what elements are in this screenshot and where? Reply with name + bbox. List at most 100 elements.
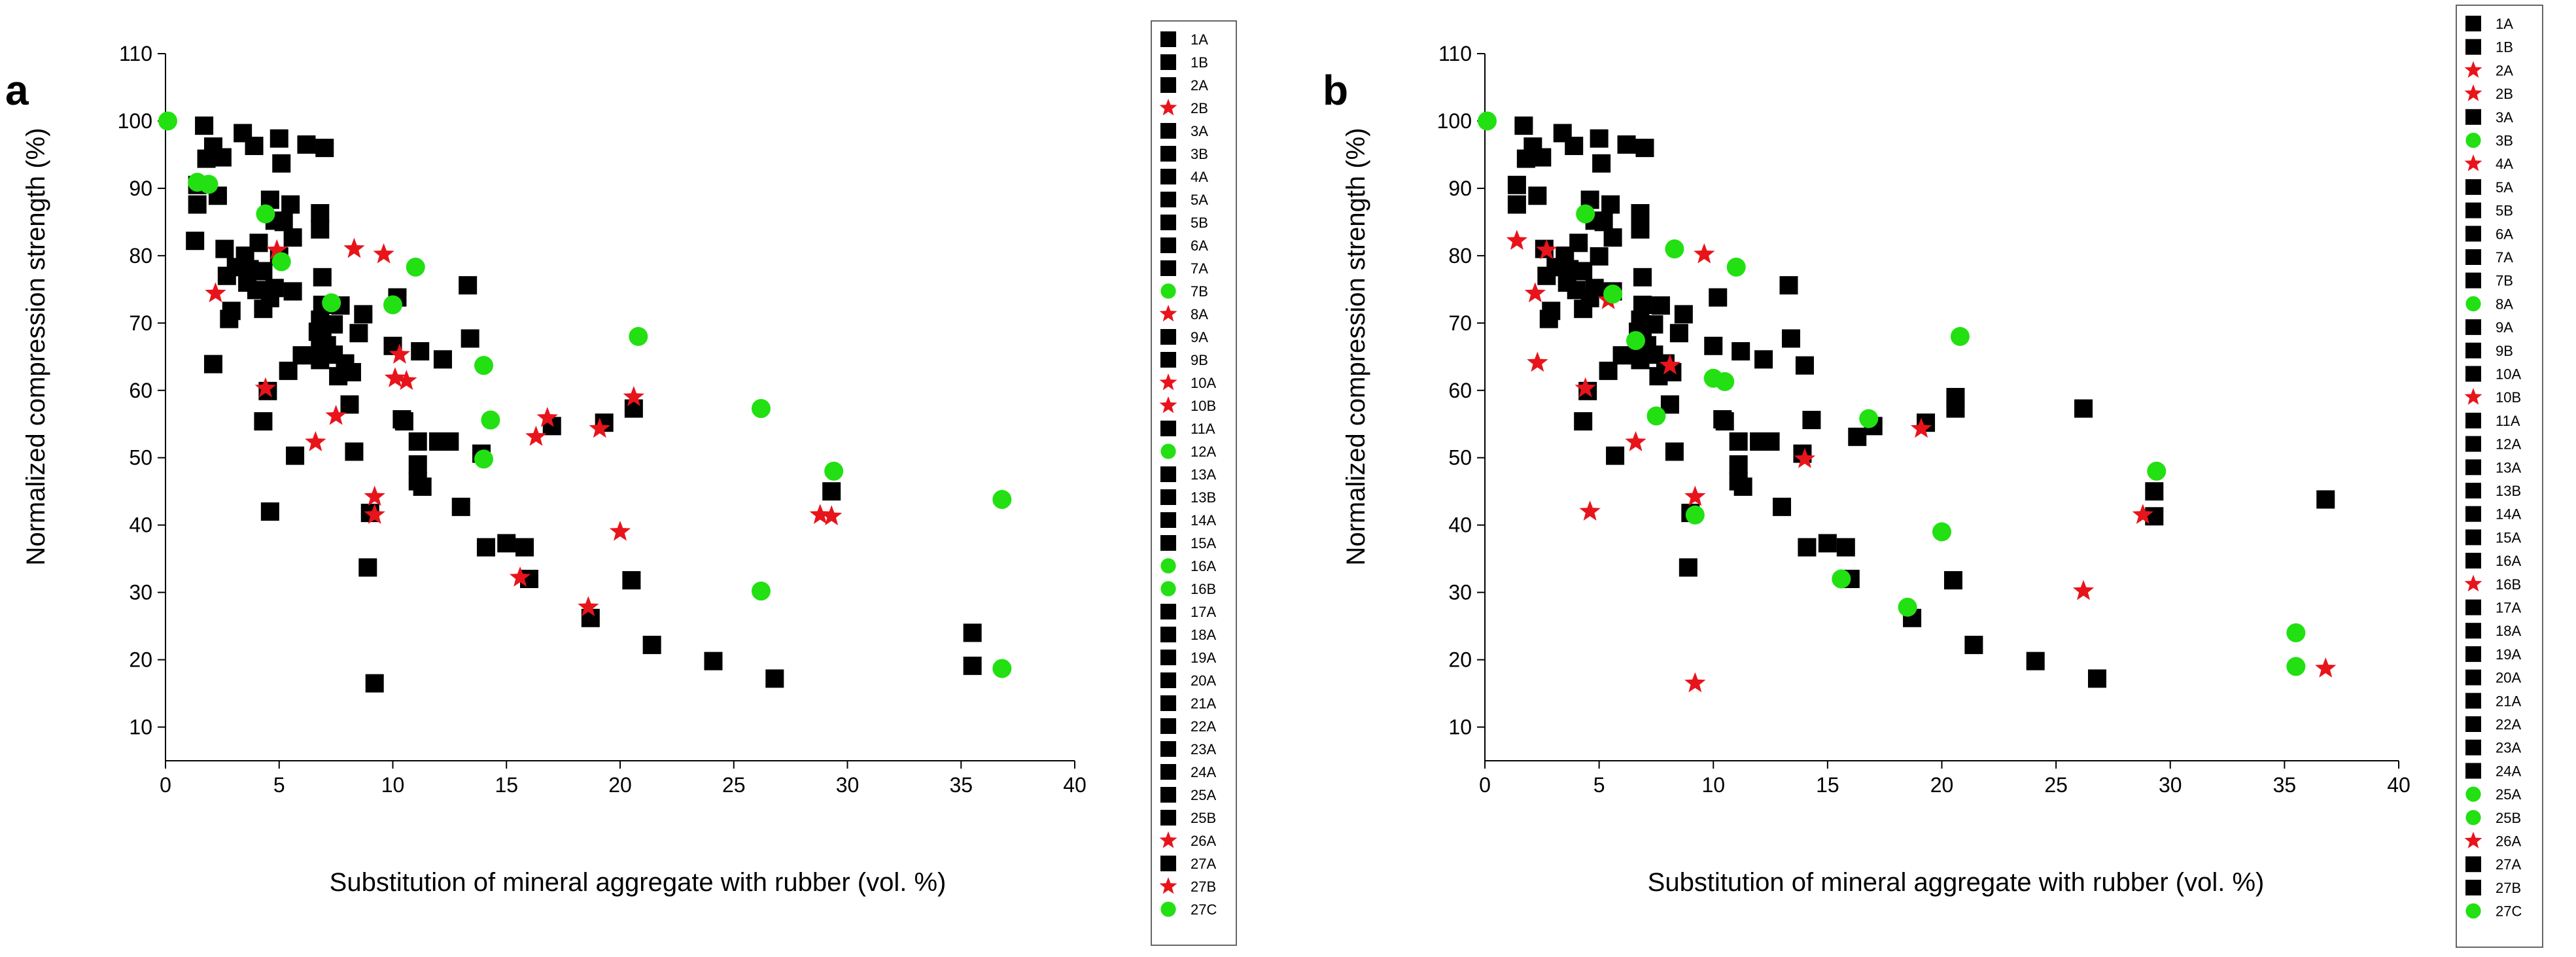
panel-b-square-point bbox=[1732, 342, 1750, 361]
panel-a-square-point bbox=[413, 477, 432, 496]
panel-b-legend-marker bbox=[2465, 412, 2481, 428]
panel-b-square-point bbox=[1679, 558, 1697, 577]
panel-b-legend-marker bbox=[2465, 179, 2481, 195]
panel-a-x-tick-label: 40 bbox=[1063, 773, 1087, 797]
panel-b-square-point bbox=[2145, 482, 2164, 501]
panel-a-legend-label: 23A bbox=[1191, 741, 1216, 757]
panel-b-square-point bbox=[1779, 276, 1798, 295]
panel-b-legend-marker bbox=[2465, 763, 2481, 779]
panel-a-circle-point bbox=[158, 111, 177, 131]
panel-b-y-axis-title: Normalized compression strength (%) bbox=[1342, 128, 1370, 565]
panel-b-legend-label: 18A bbox=[2496, 623, 2521, 639]
panel-b-square-point bbox=[2087, 669, 2106, 688]
panel-a-legend-label: 19A bbox=[1191, 650, 1216, 666]
panel-b-legend-label: 10A bbox=[2496, 366, 2521, 383]
panel-b-circle-point bbox=[1576, 204, 1595, 224]
panel-b-square-point bbox=[1651, 296, 1670, 315]
panel-b-legend-marker bbox=[2465, 16, 2481, 31]
panel-a-square-point bbox=[281, 195, 300, 214]
panel-b-square-point bbox=[1729, 432, 1748, 451]
panel-a-square-point bbox=[451, 497, 470, 516]
panel-a-legend-marker bbox=[1160, 192, 1176, 207]
panel-a-y-tick-label: 70 bbox=[129, 311, 152, 335]
panel-b-square-point bbox=[1537, 266, 1556, 285]
panel-a-legend: 1A 1B 2A 2B 3A 3B 4A 5A 5B 6A 7A 7B 8A 9A 9B 10A 10B 11A 1… bbox=[1151, 20, 1237, 946]
panel-a-legend-label: 22A bbox=[1191, 718, 1216, 735]
panel-b-legend-marker bbox=[2465, 319, 2481, 336]
panel-a-square-point bbox=[283, 282, 302, 301]
panel-b-square-point bbox=[1848, 427, 1867, 446]
panel-b-star-point bbox=[1506, 230, 1528, 251]
panel-b-legend-label: 4A bbox=[2496, 156, 2513, 172]
panel-a-x-tick-label: 25 bbox=[722, 773, 746, 797]
panel-b-legend-marker bbox=[2465, 249, 2481, 265]
panel-b-square-point bbox=[2026, 652, 2045, 670]
panel-a-y-axis-title: Normalized compression strength (%) bbox=[22, 128, 50, 565]
panel-b-x-tick-label: 35 bbox=[2273, 773, 2297, 797]
panel-b-legend-label: 2A bbox=[2496, 62, 2513, 78]
panel-a-legend-label: 2B bbox=[1191, 100, 1208, 116]
panel-a-square-point bbox=[272, 154, 291, 173]
panel-a-star-point bbox=[609, 520, 631, 541]
panel-b-circle-point bbox=[1646, 406, 1666, 426]
panel-b-square-point bbox=[1528, 186, 1547, 205]
panel-b-legend-label: 16A bbox=[2496, 553, 2521, 569]
panel-b-circle-point bbox=[1715, 372, 1735, 391]
panel-a-legend-label: 13B bbox=[1191, 489, 1216, 506]
panel-b-legend-marker bbox=[2465, 599, 2481, 616]
panel-b-plot-area: 0 5 10 15 20 25 30 35 40 10 20 30 40 50 60 70 80 90 100 110 bbox=[1437, 42, 2411, 797]
panel-a-square-point bbox=[324, 315, 343, 334]
panel-a-legend-label: 7B bbox=[1191, 283, 1208, 300]
panel-a-square-point bbox=[354, 305, 373, 324]
panel-a-legend-marker bbox=[1160, 787, 1176, 803]
panel-a-circle-point bbox=[322, 293, 341, 313]
panel-a-legend-marker bbox=[1160, 695, 1176, 711]
panel-a-legend-marker bbox=[1160, 558, 1176, 574]
panel-a-square-point bbox=[963, 623, 982, 642]
panel-a-legend-label: 16B bbox=[1191, 581, 1216, 597]
panel-b-x-tick-label: 30 bbox=[2159, 773, 2182, 797]
panel-b-square-point bbox=[1617, 135, 1636, 154]
panel-b-legend-marker bbox=[2465, 272, 2481, 288]
panel-a-square-point bbox=[220, 309, 239, 328]
panel-a-legend-marker bbox=[1160, 650, 1176, 665]
panel-b-square-point bbox=[1516, 149, 1535, 168]
panel-b-circle-point bbox=[1626, 331, 1646, 351]
panel-a-square-point bbox=[311, 220, 330, 239]
panel-b-legend-label: 7B bbox=[2496, 273, 2513, 289]
panel-b-square-point bbox=[1729, 455, 1748, 474]
panel-a-square-point bbox=[245, 137, 264, 156]
panel-a-legend-label: 17A bbox=[1191, 604, 1216, 620]
panel-b-legend-label: 14A bbox=[2496, 506, 2521, 523]
panel-b-legend-label: 25B bbox=[2496, 810, 2521, 826]
panel-b-legend-label: 12A bbox=[2496, 436, 2521, 453]
panel-a-legend-label: 27B bbox=[1191, 879, 1216, 895]
panel-a-legend-marker bbox=[1160, 215, 1176, 230]
panel-b-legend-label: 9A bbox=[2496, 319, 2513, 336]
panel-a-legend-marker bbox=[1160, 672, 1176, 688]
panel-b-legend-label: 5A bbox=[2496, 179, 2513, 196]
panel-b-square-point bbox=[1601, 195, 1620, 214]
panel-a-legend-marker bbox=[1160, 764, 1176, 780]
panel-a-square-point bbox=[195, 116, 214, 135]
panel-b-star-point bbox=[2072, 580, 2095, 600]
panel-a-circle-point bbox=[474, 449, 493, 469]
panel-a-x-axis-title: Substitution of mineral aggregate with r… bbox=[330, 868, 947, 897]
panel-b-circle-point bbox=[1950, 326, 1970, 346]
panel-b-legend-marker bbox=[2465, 553, 2481, 569]
panel-a-square-point bbox=[283, 228, 302, 247]
panel-a-legend-label: 24A bbox=[1191, 764, 1216, 780]
panel-a-legend-label: 5A bbox=[1191, 192, 1208, 208]
panel-a-plot-area: 0 5 10 15 20 25 30 35 40 10 20 30 40 50 60 70 80 90 100 110 bbox=[118, 42, 1087, 797]
panel-a-y-tick-label: 110 bbox=[119, 42, 152, 65]
panel-a-legend-marker bbox=[1160, 741, 1176, 757]
panel-a-legend-label: 20A bbox=[1191, 672, 1216, 689]
panel-a-square-point bbox=[624, 399, 643, 418]
panel-a-circle-point bbox=[199, 175, 218, 194]
panel-a-legend-label: 5B bbox=[1191, 215, 1208, 231]
panel-a-legend-marker bbox=[1160, 77, 1176, 93]
panel-b-legend-label: 20A bbox=[2496, 670, 2521, 686]
panel-a-letter: a bbox=[5, 67, 29, 114]
panel-b-legend-marker bbox=[2465, 646, 2481, 662]
